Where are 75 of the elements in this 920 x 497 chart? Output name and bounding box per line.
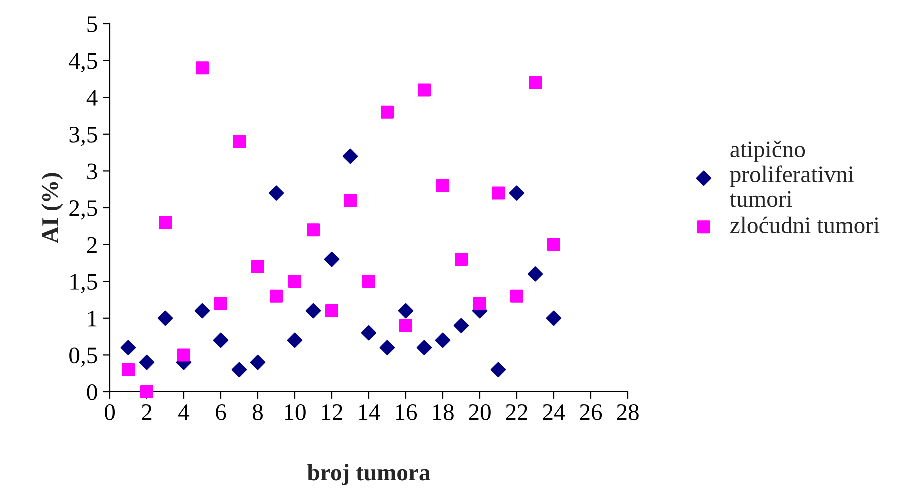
point — [509, 186, 525, 201]
y-tick-label: 1,5 — [70, 274, 98, 294]
y-tick-label: 0,5 — [70, 348, 98, 368]
point — [139, 354, 155, 370]
x-tick-label: 20 — [469, 404, 491, 420]
x-tick-label: 28 — [617, 404, 639, 420]
x-tick-label: 2 — [142, 404, 152, 420]
y-tick-label: 0 — [87, 384, 98, 400]
x-axis-title: broj tumora — [308, 464, 430, 486]
point — [547, 238, 561, 252]
y-tick-label: 2 — [87, 237, 97, 253]
point — [454, 318, 470, 334]
x-tick-label: 14 — [359, 404, 380, 420]
x-tick-label: 26 — [580, 404, 602, 420]
point — [194, 303, 210, 319]
x-tick-label: 18 — [433, 404, 454, 420]
point — [490, 362, 506, 378]
y-tick-label: 2,5 — [70, 200, 98, 220]
point — [454, 253, 468, 266]
point — [492, 186, 506, 200]
point — [436, 179, 450, 192]
point — [416, 340, 432, 356]
point — [325, 304, 339, 318]
point — [232, 135, 246, 148]
point — [546, 310, 562, 326]
x-tick-label: 24 — [543, 404, 566, 420]
y-tick-label: 5 — [88, 16, 98, 32]
point — [270, 290, 284, 303]
point — [250, 354, 266, 370]
point — [418, 84, 432, 97]
point — [324, 252, 340, 268]
x-tick-label: 22 — [506, 404, 528, 420]
x-tick-label: 4 — [178, 404, 190, 420]
point — [122, 363, 136, 376]
point — [214, 297, 228, 310]
point — [435, 332, 451, 348]
point — [196, 62, 210, 75]
y-axis-title: AI (%) — [42, 173, 64, 244]
y-tick-label: 4,5 — [69, 53, 98, 73]
point — [344, 194, 358, 208]
point — [342, 148, 358, 164]
point — [140, 385, 154, 399]
point — [287, 332, 303, 348]
x-tick-label: 8 — [252, 404, 264, 420]
point — [528, 266, 544, 282]
x-tick-label: 10 — [285, 404, 306, 420]
y-tick-label: 4 — [86, 90, 98, 106]
legend-label: zloćudni tumori — [730, 216, 880, 234]
point — [177, 348, 191, 362]
point — [268, 186, 284, 201]
point — [380, 340, 396, 356]
point — [528, 76, 542, 90]
point — [398, 303, 414, 319]
point — [232, 362, 248, 378]
x-tick-label: 16 — [396, 404, 418, 420]
point — [158, 216, 172, 230]
point — [158, 310, 174, 326]
x-tick-label: 6 — [216, 404, 226, 420]
point — [288, 275, 302, 288]
point — [120, 340, 136, 356]
point — [251, 260, 265, 274]
point — [213, 332, 229, 348]
x-tick-label: 12 — [322, 404, 343, 420]
point — [510, 290, 524, 303]
y-tick-label: 1 — [88, 311, 97, 327]
y-tick-label: 3 — [88, 164, 98, 180]
point — [399, 319, 413, 332]
y-tick-label: 3,5 — [70, 126, 98, 146]
point — [361, 325, 377, 341]
point — [306, 224, 320, 237]
point — [380, 106, 394, 119]
x-tick-label: 0 — [104, 404, 116, 420]
point — [473, 297, 487, 310]
point — [362, 275, 376, 288]
point — [306, 303, 322, 319]
